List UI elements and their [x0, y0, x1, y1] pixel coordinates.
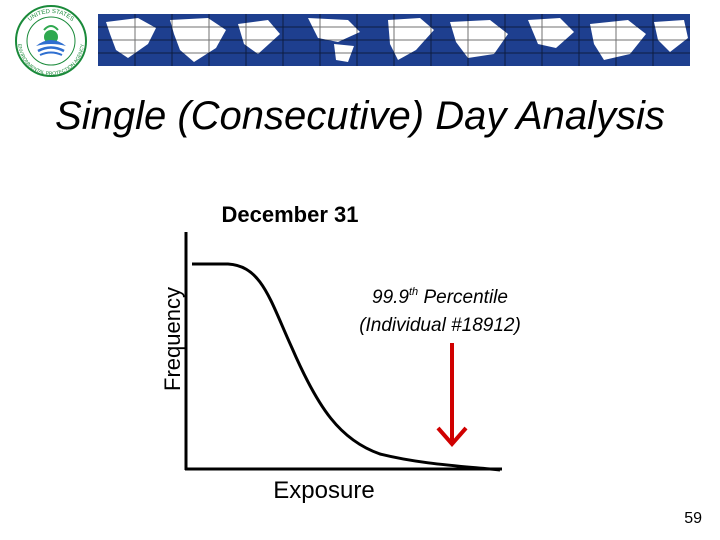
epa-logo: UNITED STATES ENVIRONMENTAL PROTECTION A…: [15, 5, 87, 77]
percentile-annotation-line2: (Individual #18912): [359, 315, 521, 336]
distribution-curve: [192, 262, 501, 472]
y-axis-label: Frequency: [160, 287, 185, 391]
percentile-suffix: Percentile: [418, 287, 508, 308]
slide-title: Single (Consecutive) Day Analysis: [55, 94, 665, 138]
page-number: 59: [684, 510, 702, 527]
percentile-value: 99.9: [372, 287, 409, 308]
percentile-superscript: th: [409, 286, 418, 298]
percentile-annotation-line1: 99.9th Percentile: [372, 286, 508, 308]
world-map-banner: [98, 14, 690, 66]
percentile-arrow-head: [436, 426, 468, 448]
diagram-heading: December 31: [222, 202, 359, 227]
x-axis-label: Exposure: [273, 477, 374, 504]
